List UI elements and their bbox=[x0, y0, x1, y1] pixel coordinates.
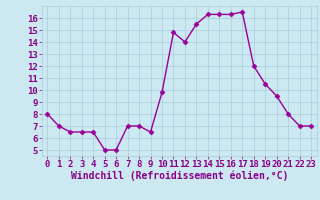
X-axis label: Windchill (Refroidissement éolien,°C): Windchill (Refroidissement éolien,°C) bbox=[70, 171, 288, 181]
